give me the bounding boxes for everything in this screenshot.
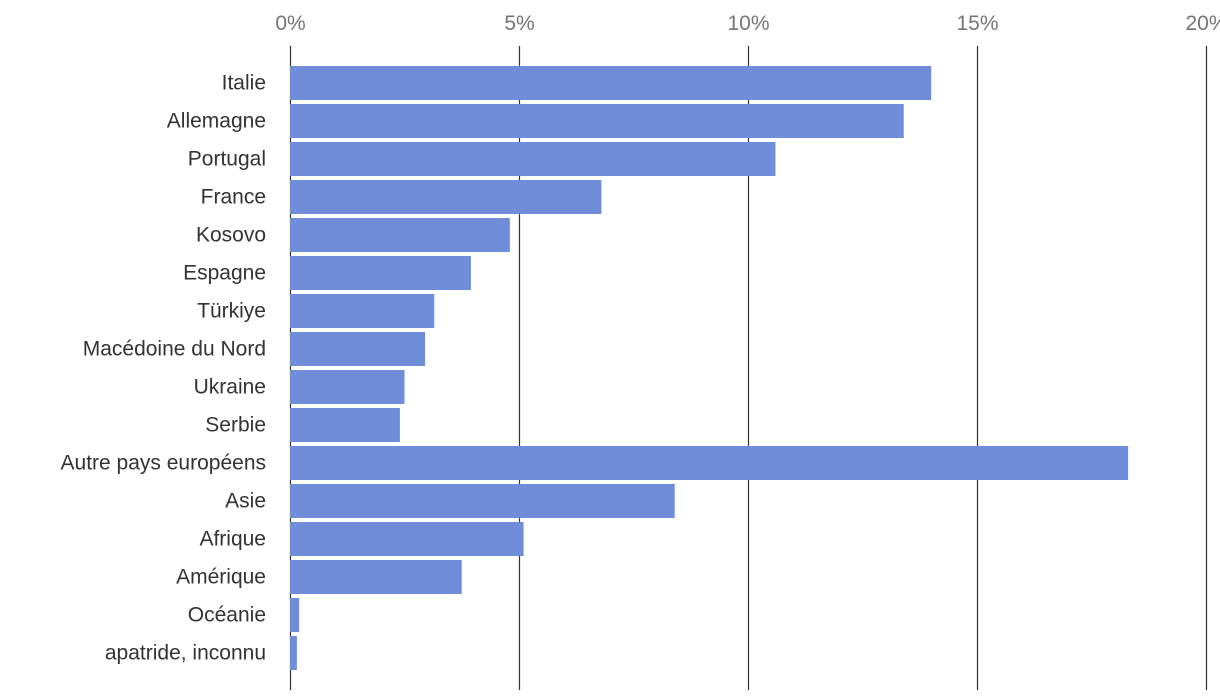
category-label: Portugal	[188, 148, 266, 171]
category-label: Macédoine du Nord	[83, 338, 266, 361]
category-label: Espagne	[183, 262, 266, 285]
x-tick-label: 5%	[504, 12, 534, 35]
bar	[290, 218, 510, 252]
bar	[290, 408, 400, 442]
bar	[290, 332, 426, 366]
bar	[290, 180, 602, 214]
category-label: Kosovo	[196, 224, 266, 247]
x-tick-label: 20%	[1185, 12, 1220, 35]
category-label: Türkiye	[197, 300, 266, 323]
x-tick-label: 15%	[956, 12, 998, 35]
bar	[290, 142, 776, 176]
category-label: Ukraine	[194, 376, 266, 399]
category-label: Amérique	[176, 566, 266, 589]
bar	[290, 636, 297, 670]
category-label: apatride, inconnu	[105, 642, 266, 665]
category-label: Autre pays européens	[61, 452, 266, 475]
bar	[290, 522, 524, 556]
category-label: Serbie	[205, 414, 266, 437]
x-tick-label: 0%	[275, 12, 305, 35]
bar	[290, 370, 405, 404]
category-labels: Italie Allemagne Portugal France Kosovo Espag…	[61, 72, 266, 665]
category-label: Italie	[222, 72, 266, 95]
bars	[290, 66, 1129, 670]
bar	[290, 446, 1129, 480]
category-label: Allemagne	[167, 110, 266, 133]
bar	[290, 294, 435, 328]
bar	[290, 66, 932, 100]
bar	[290, 104, 904, 138]
x-tick-label: 10%	[727, 12, 769, 35]
x-axis-ticks: 0% 5% 10% 15% 20%	[275, 12, 1220, 35]
category-label: Asie	[225, 490, 266, 513]
category-label: Océanie	[188, 604, 266, 627]
bar	[290, 598, 300, 632]
bar	[290, 256, 471, 290]
bar	[290, 560, 462, 594]
bar	[290, 484, 675, 518]
category-label: France	[201, 186, 266, 209]
category-label: Afrique	[199, 528, 266, 551]
